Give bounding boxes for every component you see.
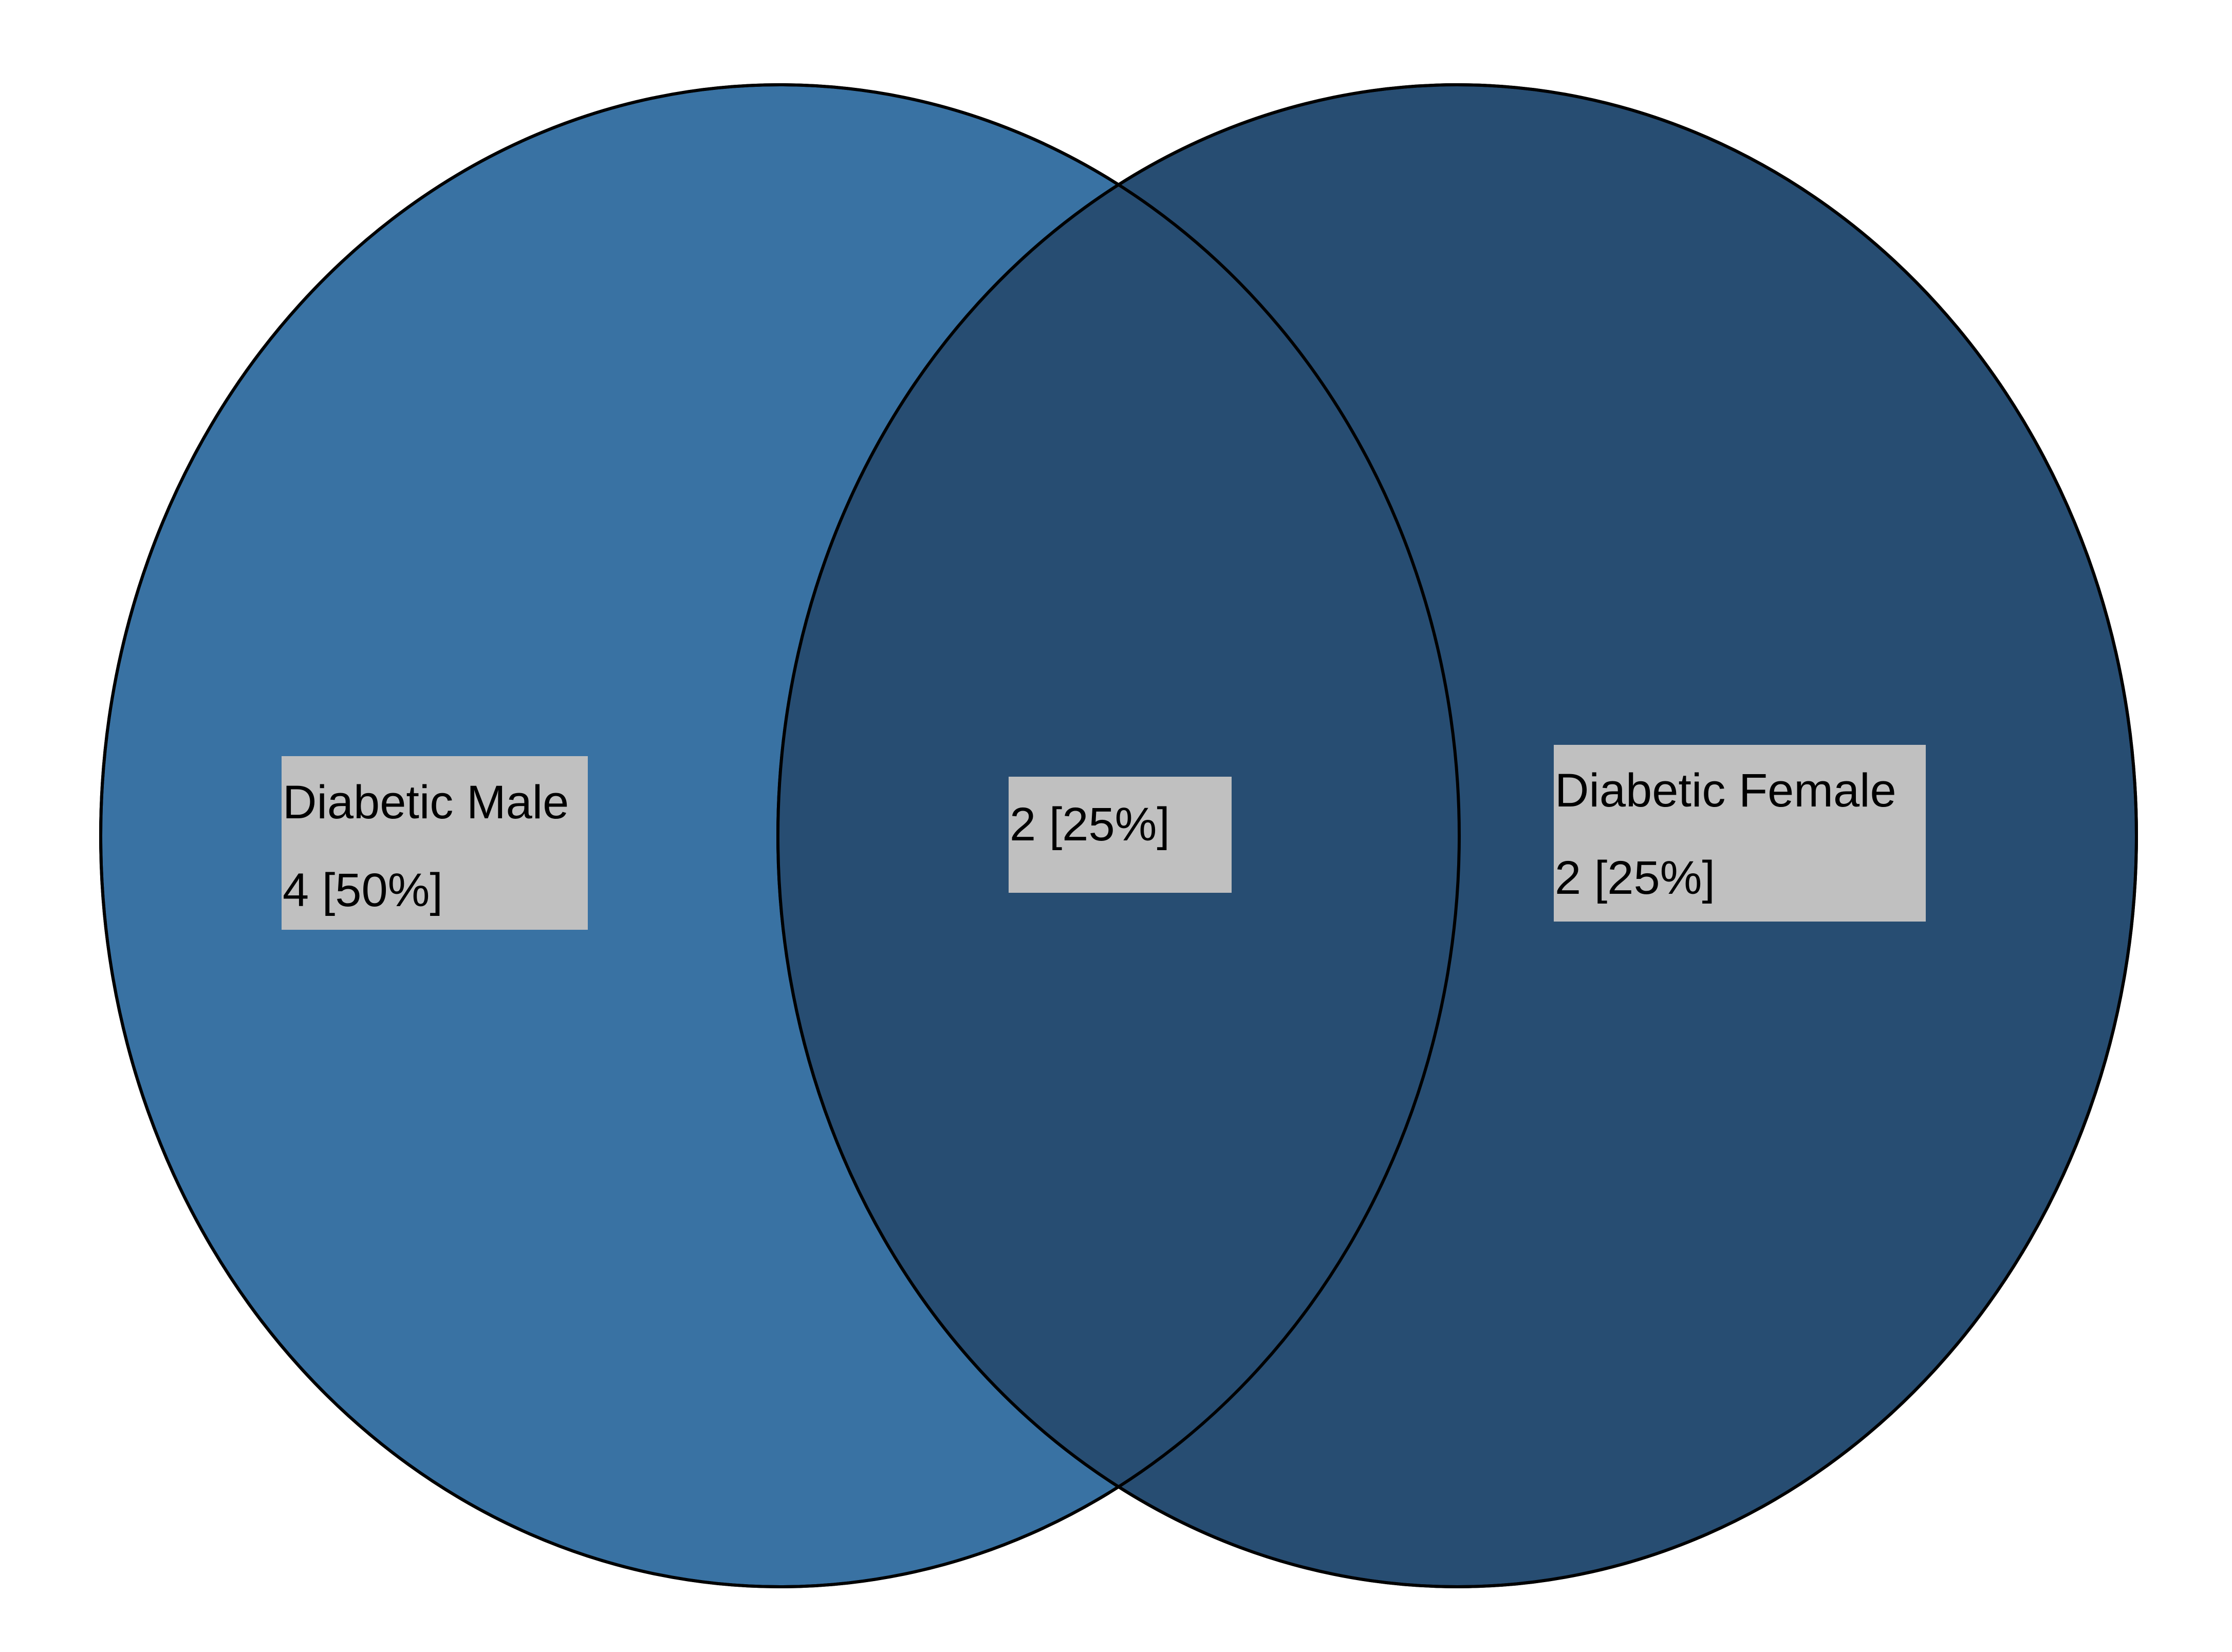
label-diabetic-male: Diabetic Male 4 [50%] (282, 756, 588, 930)
label-diabetic-female-name: Diabetic Female (1555, 764, 1896, 817)
label-diabetic-female-count: 2 [25%] (1555, 852, 1715, 904)
label-diabetic-male-background (282, 756, 588, 930)
intersection-region (778, 85, 1459, 1587)
label-intersection-background (1009, 777, 1232, 893)
set-diabetic-female-outline (776, 83, 2138, 1588)
label-diabetic-female: Diabetic Female 2 [25%] (1554, 745, 1926, 922)
set-diabetic-male-outline (99, 83, 1461, 1588)
label-diabetic-male-count: 4 [50%] (283, 864, 443, 916)
label-diabetic-female-background (1554, 745, 1926, 922)
label-intersection-count: 2 [25%] (1010, 798, 1170, 851)
label-diabetic-male-name: Diabetic Male (283, 776, 569, 829)
label-intersection: 2 [25%] (1009, 777, 1232, 893)
